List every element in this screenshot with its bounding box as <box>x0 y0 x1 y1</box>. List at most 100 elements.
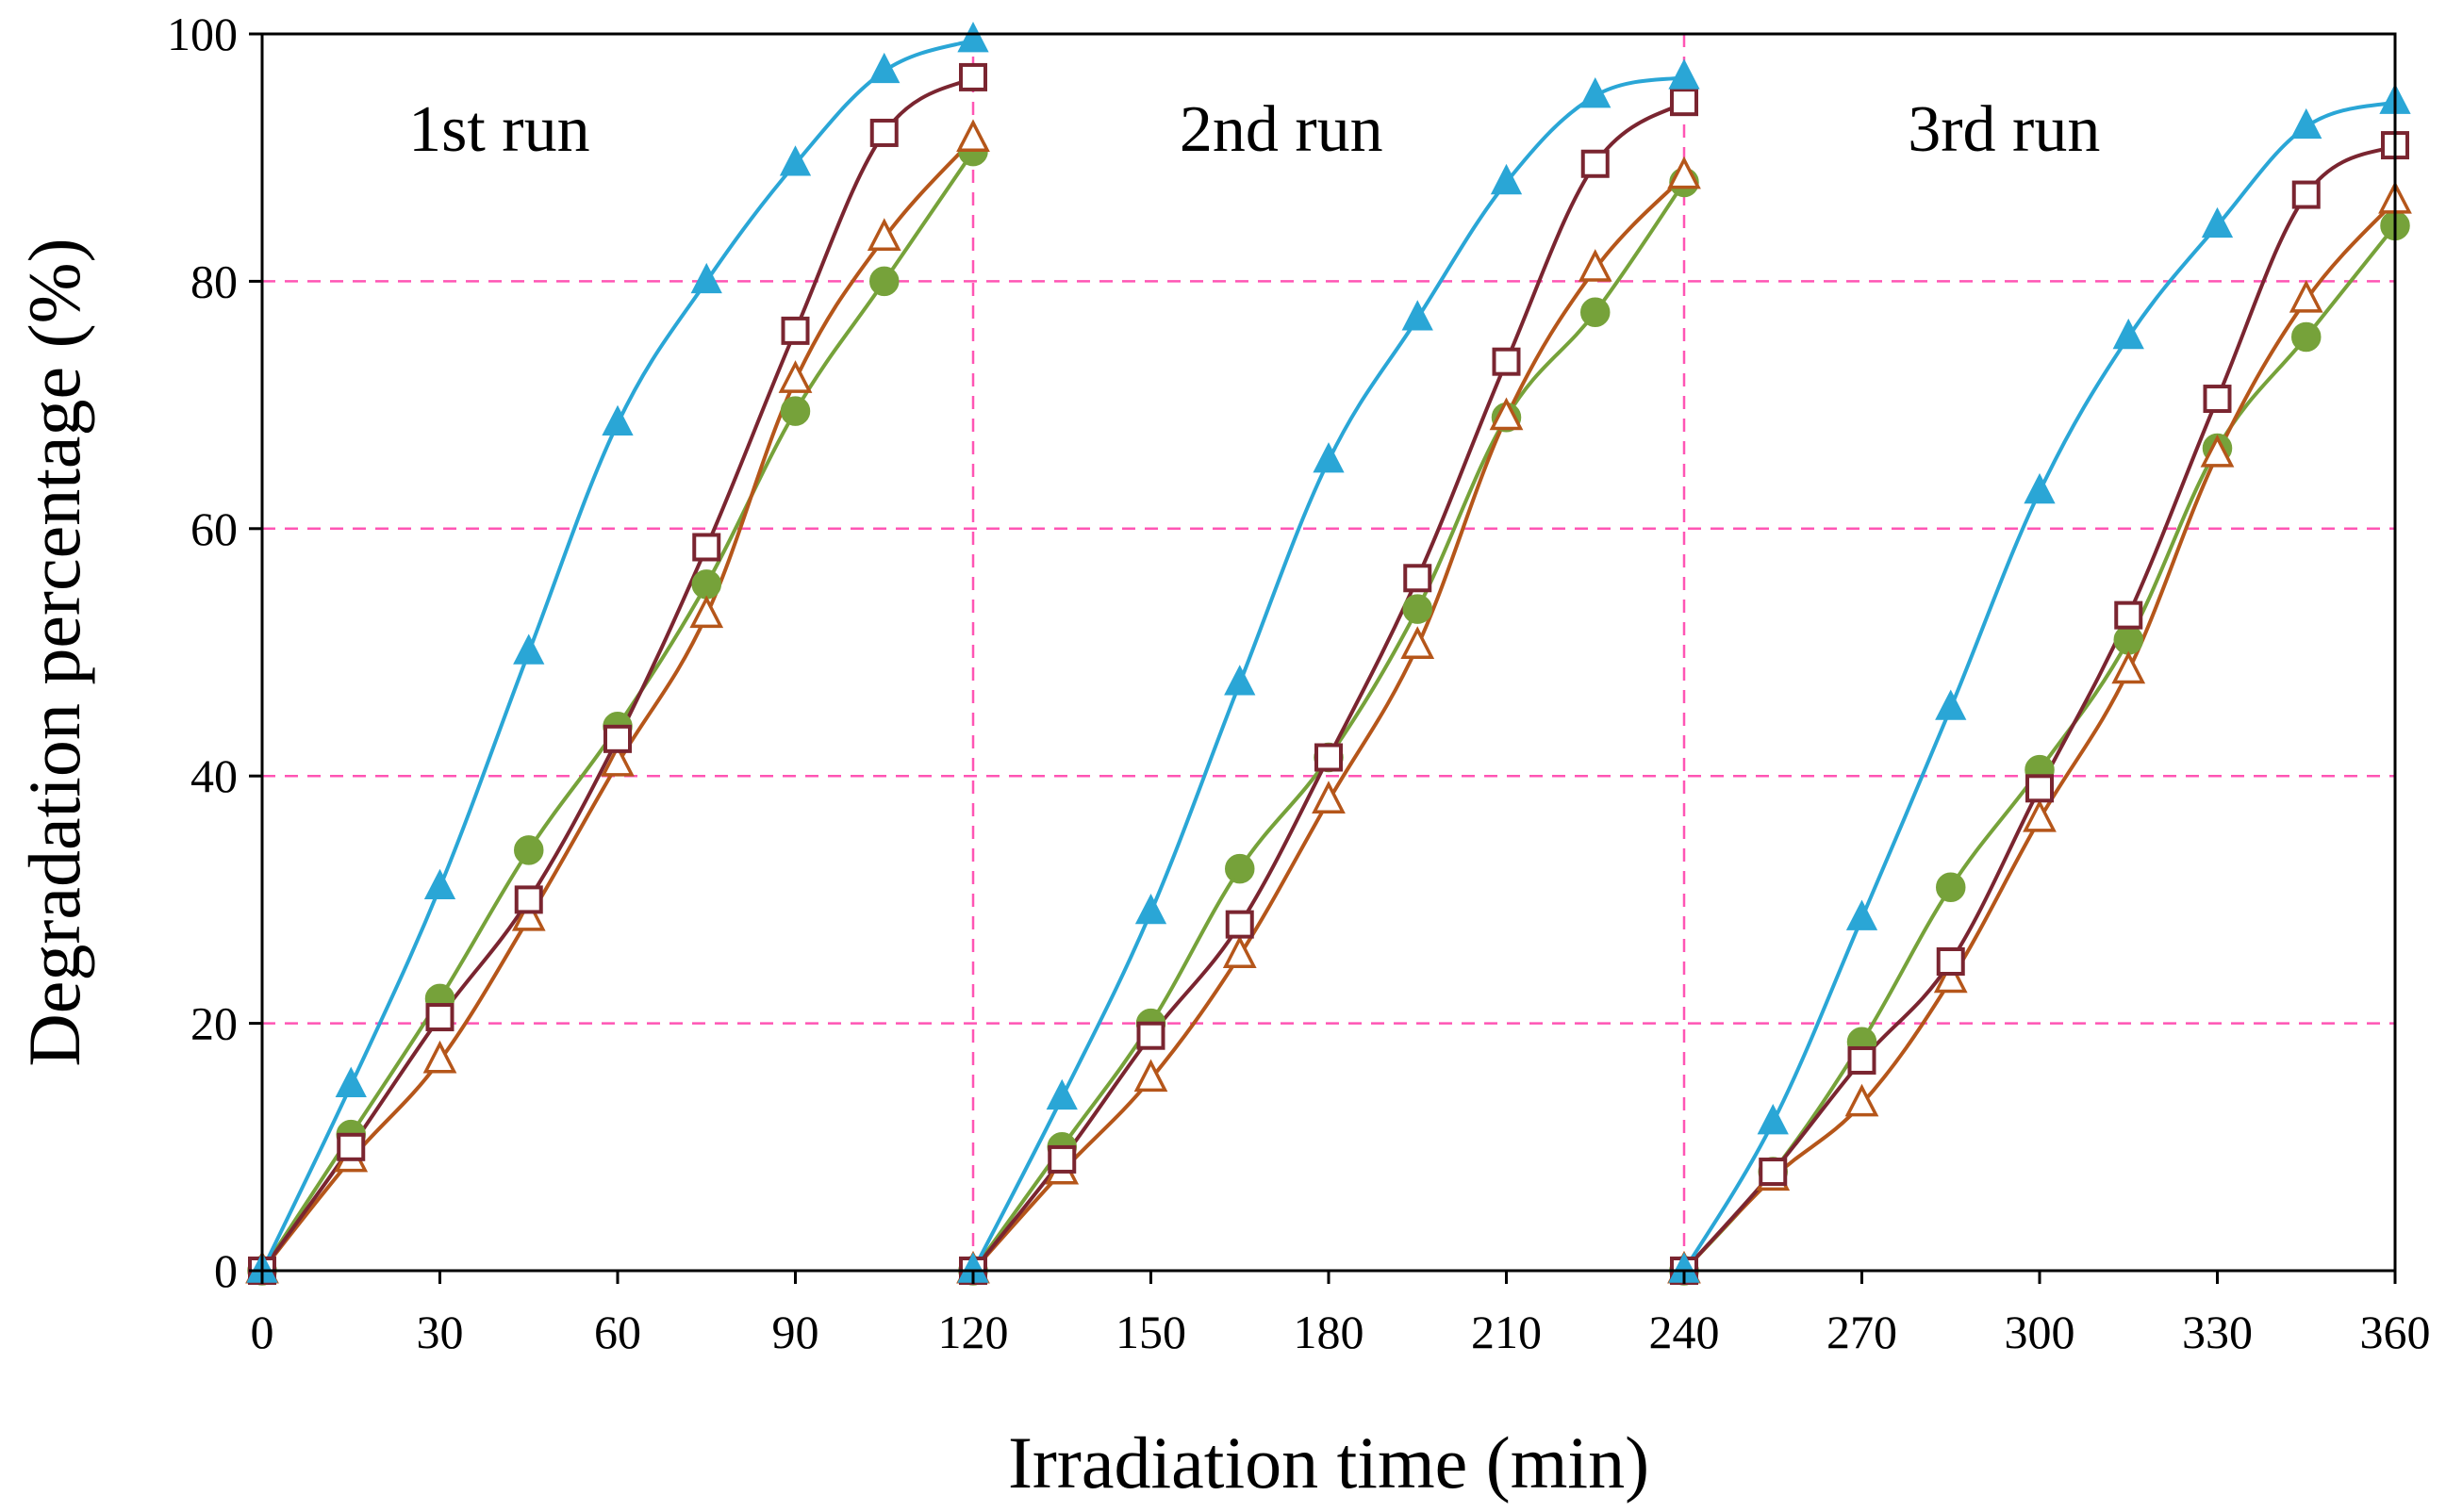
data-point-filled-circle <box>691 569 721 600</box>
data-point-filled-triangle <box>1224 665 1256 696</box>
data-point-open-square <box>959 62 987 91</box>
series-layer <box>260 38 2397 1273</box>
data-point-open-triangle <box>1844 1083 1879 1117</box>
data-point-open-triangle <box>2111 650 2146 684</box>
data-point-filled-triangle <box>2112 318 2144 350</box>
data-point-open-triangle <box>511 897 546 931</box>
data-point-filled-triangle <box>1490 163 1523 195</box>
data-point-filled-triangle <box>1046 1078 1078 1110</box>
series-line-filled-circle-run-1 <box>260 150 975 1273</box>
data-point-open-triangle <box>1133 1059 1168 1093</box>
data-point-open-square <box>337 1132 366 1161</box>
series-line-open-square-run-3 <box>1682 143 2396 1273</box>
data-point-filled-triangle <box>779 145 812 176</box>
data-point-filled-triangle <box>1845 899 1878 930</box>
x-tick-label: 60 <box>594 1306 641 1358</box>
data-point-filled-triangle <box>1757 1104 1789 1135</box>
run-label-1: 1st run <box>408 93 590 166</box>
grid-layer <box>262 280 2395 1025</box>
x-tick-label: 270 <box>1826 1306 1897 1358</box>
data-point-filled-circle <box>2113 625 2143 655</box>
data-point-open-square <box>1136 1021 1165 1050</box>
data-point-open-triangle <box>778 360 813 393</box>
data-point-open-square <box>1670 88 1698 117</box>
data-point-filled-triangle <box>1401 300 1433 331</box>
data-point-open-triangle <box>1933 960 1968 994</box>
y-tick-label: 40 <box>190 749 238 802</box>
data-point-open-square <box>869 118 899 147</box>
x-tick-label: 360 <box>2360 1306 2431 1358</box>
data-point-filled-triangle <box>690 262 722 294</box>
data-point-filled-circle <box>2291 321 2322 353</box>
x-tick-label: 120 <box>938 1306 1009 1358</box>
tick-layer: 0 30 60 90 120 150 180 210 240 270 300 330 360 0 20 40 6… <box>167 8 2431 1358</box>
data-point-open-triangle <box>689 595 724 629</box>
data-point-filled-triangle <box>2201 206 2234 238</box>
data-point-open-triangle <box>2200 434 2235 468</box>
data-point-filled-triangle <box>957 22 989 53</box>
data-point-open-triangle <box>1578 249 1612 282</box>
series-line-filled-triangle-run-2 <box>971 74 1685 1272</box>
marker-layer <box>245 22 2412 1286</box>
data-point-filled-triangle <box>1579 77 1611 108</box>
data-point-open-square <box>1847 1045 1876 1075</box>
series-line-open-triangle-run-3 <box>1682 199 2397 1273</box>
data-point-filled-triangle <box>2290 107 2322 140</box>
x-axis-title: Irradiation time (min) <box>1008 1422 1649 1504</box>
data-point-open-triangle <box>2289 279 2323 313</box>
y-tick-label: 0 <box>214 1244 238 1297</box>
series-line-filled-triangle-run-1 <box>260 38 974 1272</box>
data-point-filled-circle <box>1225 853 1255 884</box>
data-point-open-square <box>781 316 810 345</box>
data-point-open-square <box>2114 600 2143 630</box>
series-line-filled-triangle-run-3 <box>1682 100 2396 1273</box>
run-label-2: 2nd run <box>1180 93 1383 166</box>
data-point-open-square <box>1403 564 1432 593</box>
data-point-open-triangle <box>1222 935 1257 968</box>
x-tick-label: 0 <box>251 1306 274 1358</box>
data-point-open-square <box>2203 385 2232 414</box>
y-tick-label: 100 <box>167 8 238 60</box>
data-point-filled-circle <box>780 396 811 426</box>
x-tick-label: 150 <box>1116 1306 1186 1358</box>
x-tick-label: 300 <box>2005 1306 2075 1358</box>
data-point-open-triangle <box>867 218 901 251</box>
data-point-open-square <box>603 724 632 753</box>
data-point-open-triangle <box>956 119 990 153</box>
data-point-open-triangle <box>1312 781 1346 814</box>
data-point-open-triangle <box>1667 156 1701 189</box>
data-point-filled-circle <box>1936 872 1966 903</box>
data-point-open-square <box>1759 1158 1788 1187</box>
data-point-filled-triangle <box>868 52 901 84</box>
x-tick-label: 240 <box>1649 1306 1720 1358</box>
x-tick-label: 330 <box>2182 1306 2253 1358</box>
data-point-filled-triangle <box>602 404 634 436</box>
data-point-open-triangle <box>1400 626 1435 659</box>
series-line-filled-circle-run-2 <box>971 181 1686 1273</box>
data-point-open-square <box>425 1003 454 1032</box>
y-axis-title: Degradation percentage (%) <box>13 238 95 1066</box>
y-tick-label: 60 <box>190 502 238 555</box>
run-boundary-layer <box>971 34 1686 1271</box>
run-label-3: 3rd run <box>1908 93 2100 166</box>
data-point-open-triangle <box>601 743 635 777</box>
data-point-filled-triangle <box>513 633 545 665</box>
data-point-filled-circle <box>1402 594 1432 624</box>
data-point-filled-circle <box>1580 297 1611 327</box>
x-tick-label: 30 <box>417 1306 464 1358</box>
y-tick-label: 20 <box>190 997 238 1050</box>
data-point-filled-triangle <box>2024 472 2056 504</box>
data-point-filled-triangle <box>1668 58 1700 90</box>
data-point-open-square <box>1936 947 1965 976</box>
data-point-filled-triangle <box>335 1066 367 1097</box>
x-tick-label: 210 <box>1471 1306 1542 1358</box>
series-line-open-square-run-1 <box>260 75 975 1273</box>
data-point-open-square <box>692 533 721 562</box>
data-point-open-triangle <box>422 1040 457 1074</box>
series-line-open-square-run-2 <box>971 100 1686 1273</box>
data-point-filled-triangle <box>1134 893 1167 925</box>
data-point-filled-triangle <box>1313 442 1345 473</box>
plot-frame <box>260 32 2397 1273</box>
data-point-open-square <box>2291 180 2321 209</box>
